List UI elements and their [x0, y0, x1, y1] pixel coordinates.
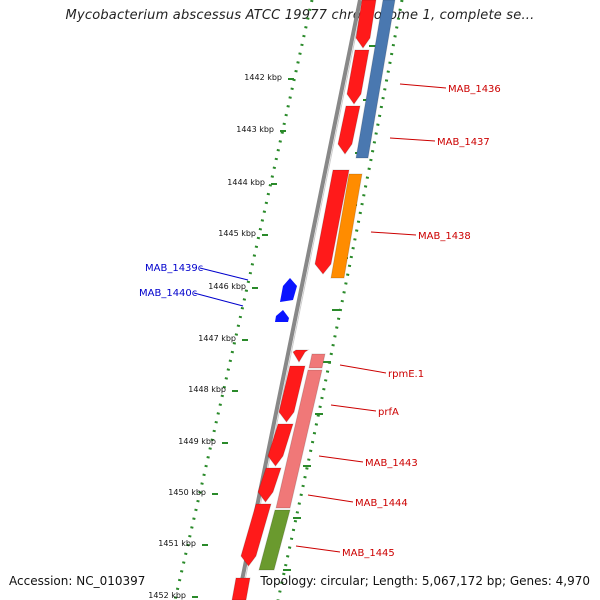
gene-label[interactable]: MAB_1443 [365, 458, 418, 469]
gene-label-leader [370, 231, 417, 236]
outer-tick-ring [173, 0, 314, 600]
kbp-label: 1451 kbp [158, 539, 196, 548]
kbp-label: 1447 kbp [198, 334, 236, 343]
gene-label-leader [399, 83, 447, 89]
kbp-label: 1443 kbp [236, 125, 274, 134]
kbp-label: 1448 kbp [188, 385, 226, 394]
map-title: Mycobacterium abscessus ATCC 19977 chrom… [65, 8, 535, 23]
gene-label-leader [295, 545, 341, 553]
gene-arrow[interactable] [240, 503, 272, 567]
cds-bar-orange[interactable] [330, 173, 363, 279]
kbp-label: 1445 kbp [218, 229, 256, 238]
cds-bar-pink[interactable] [275, 369, 323, 509]
genome-summary-text: Topology: circular; Length: 5,067,172 bp… [260, 574, 590, 588]
cds-bar-pink[interactable] [308, 353, 326, 369]
gene-label[interactable]: MAB_1436 [448, 84, 501, 95]
gene-label-leader [339, 364, 387, 374]
gene-label-leader [330, 404, 377, 412]
gene-arrow[interactable] [314, 169, 350, 275]
gene-arrow[interactable] [257, 467, 282, 503]
kbp-label: 1444 kbp [227, 178, 265, 187]
gene-arrow[interactable] [231, 577, 251, 600]
gene-arrow[interactable] [267, 423, 294, 467]
kbp-label: 1442 kbp [244, 73, 282, 82]
gene-arrow[interactable] [355, 0, 377, 49]
gene-label[interactable]: MAB_1437 [437, 137, 490, 148]
kbp-label: 1449 kbp [178, 437, 216, 446]
gene-arrow[interactable] [337, 105, 361, 155]
gene-arrow[interactable] [292, 349, 310, 363]
cds-bar-blue[interactable] [355, 0, 396, 159]
gene-label-leader [389, 137, 436, 142]
gene-label-leader [307, 494, 354, 503]
gene-arrow[interactable] [278, 365, 306, 423]
kbp-label: 1450 kbp [168, 488, 206, 497]
gene-arrow-reverse[interactable] [275, 310, 289, 322]
gene-label[interactable]: MAB_1444 [355, 498, 408, 509]
gene-label[interactable]: MAB_1439c [145, 263, 203, 274]
kbp-label: 1452 kbp [148, 591, 186, 600]
gene-label-leader [199, 267, 249, 281]
gene-label[interactable]: prfA [378, 407, 399, 418]
gene-label-leader [193, 292, 244, 307]
gene-label[interactable]: MAB_1445 [342, 548, 395, 559]
gene-arrow[interactable] [346, 49, 370, 105]
gene-label[interactable]: rpmE.1 [388, 369, 424, 380]
gene-arrow-reverse[interactable] [280, 278, 297, 302]
accession-text: Accession: NC_010397 [9, 574, 146, 588]
gene-label[interactable]: MAB_1438 [418, 231, 471, 242]
gene-label[interactable]: MAB_1440c [139, 288, 197, 299]
kbp-label: 1446 kbp [208, 282, 246, 291]
cds-bar-green[interactable] [258, 509, 291, 571]
gene-label-leader [318, 455, 364, 463]
